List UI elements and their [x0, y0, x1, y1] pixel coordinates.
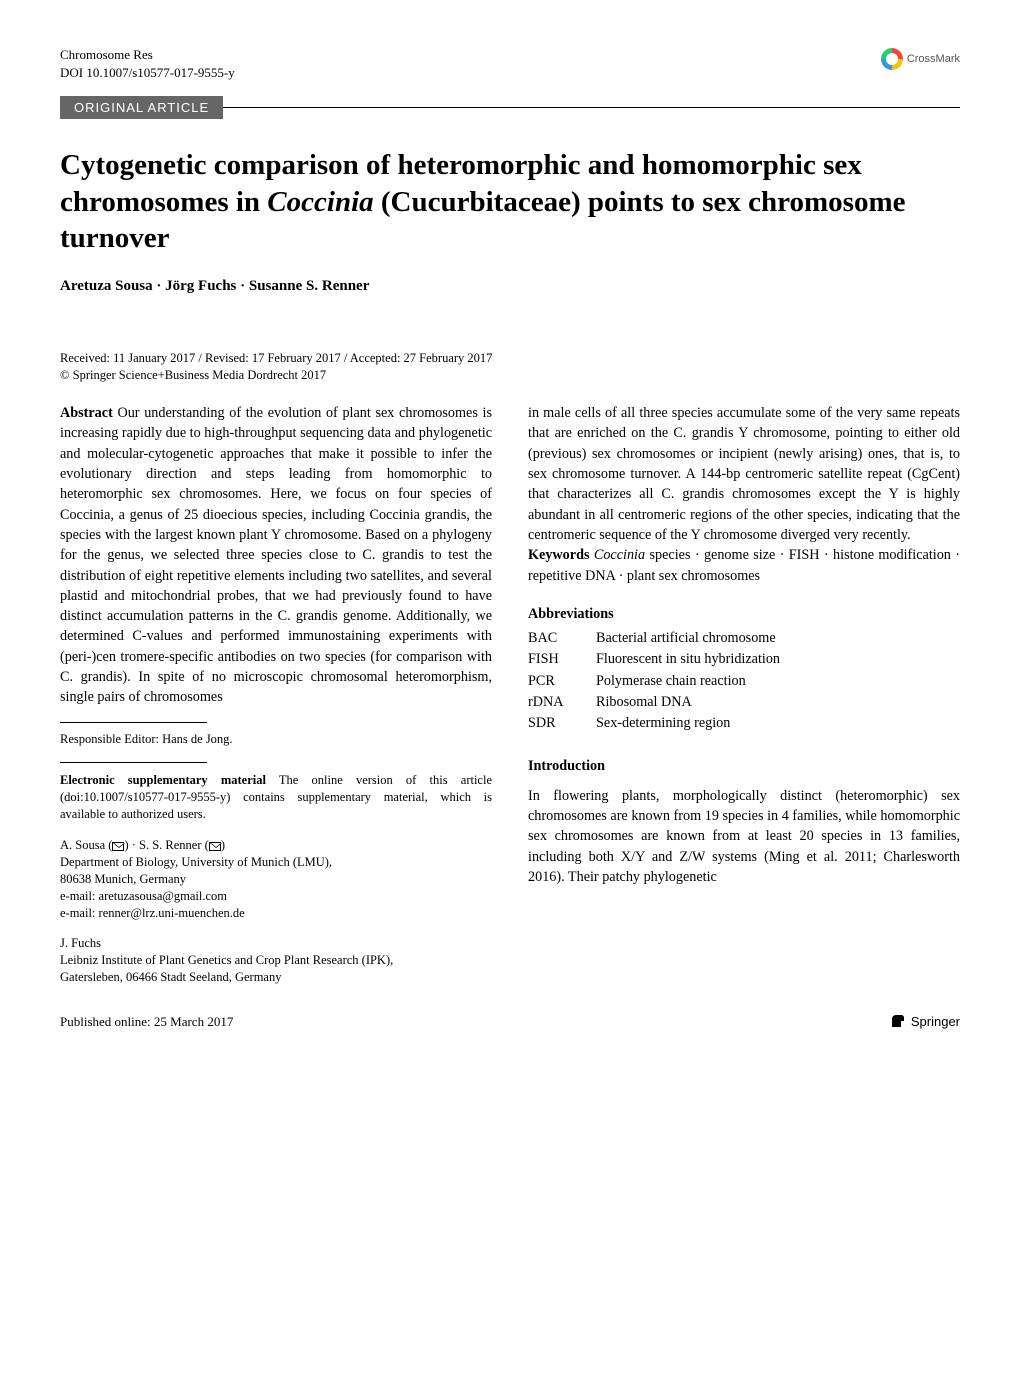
abbrev-row: BAC Bacterial artificial chromosome: [528, 628, 960, 648]
affil-email: e-mail: renner@lrz.uni-muenchen.de: [60, 905, 492, 922]
abbrev-val: Ribosomal DNA: [596, 692, 692, 712]
crossmark-icon: [881, 48, 903, 70]
affil-city: Gatersleben, 06466 Stadt Seeland, German…: [60, 969, 492, 986]
affiliation-block-1: A. Sousa () · S. S. Renner () Department…: [60, 837, 492, 921]
envelope-icon: [112, 842, 124, 851]
springer-label: Springer: [911, 1014, 960, 1029]
supp-label: Electronic supplementary material: [60, 773, 266, 787]
article-type-label: ORIGINAL ARTICLE: [60, 96, 223, 119]
introduction-label: Introduction: [528, 756, 960, 776]
abstract-label: Abstract: [60, 405, 113, 421]
envelope-icon: [209, 842, 221, 851]
abbrev-row: PCR Polymerase chain reaction: [528, 671, 960, 691]
title-italic: Coccinia: [267, 186, 373, 218]
left-column: Abstract Our understanding of the evolut…: [60, 403, 492, 986]
doi: DOI 10.1007/s10577-017-9555-y: [60, 64, 960, 82]
abbrev-key: BAC: [528, 628, 582, 648]
article-type-rule: [223, 107, 960, 108]
abstract-paragraph: Abstract Our understanding of the evolut…: [60, 403, 492, 707]
crossmark-label: CrossMark: [907, 53, 960, 65]
right-column: in male cells of all three species accum…: [528, 403, 960, 986]
springer-horse-icon: [889, 1012, 907, 1030]
abstract-body-left: Our understanding of the evolution of pl…: [60, 405, 492, 705]
affil-city: 80638 Munich, Germany: [60, 871, 492, 888]
abbrev-val: Bacterial artificial chromosome: [596, 628, 776, 648]
keywords-body: Coccinia species · genome size · FISH · …: [528, 547, 960, 583]
affil-dept: Leibniz Institute of Plant Genetics and …: [60, 952, 492, 969]
article-type-bar: ORIGINAL ARTICLE: [60, 96, 960, 119]
abbrev-row: FISH Fluorescent in situ hybridization: [528, 649, 960, 669]
springer-logo: Springer: [889, 1012, 960, 1030]
abbrev-row: rDNA Ribosomal DNA: [528, 692, 960, 712]
published-online: Published online: 25 March 2017: [60, 1014, 233, 1030]
affil-dept: Department of Biology, University of Mun…: [60, 854, 492, 871]
authors: Aretuza Sousa · Jörg Fuchs · Susanne S. …: [60, 278, 960, 295]
two-column-body: Abstract Our understanding of the evolut…: [60, 403, 960, 986]
affil-authors: J. Fuchs: [60, 935, 492, 952]
affil-authors: A. Sousa () · S. S. Renner (): [60, 837, 492, 854]
article-title: Cytogenetic comparison of heteromorphic …: [60, 147, 960, 256]
journal-name: Chromosome Res: [60, 46, 960, 64]
abbreviations-table: BACBacterial artificial chromosome FISHF…: [528, 628, 960, 733]
section-divider: [60, 722, 207, 723]
affiliation-block-2: J. Fuchs Leibniz Institute of Plant Gene…: [60, 935, 492, 986]
introduction-body: In flowering plants, morphologically dis…: [528, 786, 960, 887]
introduction-section: Introduction In flowering plants, morpho…: [528, 756, 960, 888]
abbrev-val: Polymerase chain reaction: [596, 671, 746, 691]
crossmark-badge[interactable]: CrossMark: [881, 48, 960, 70]
abstract-body-right: in male cells of all three species accum…: [528, 403, 960, 545]
abbrev-key: FISH: [528, 649, 582, 669]
article-dates: Received: 11 January 2017 / Revised: 17 …: [60, 351, 960, 366]
affil-email: e-mail: aretuzasousa@gmail.com: [60, 888, 492, 905]
abbrev-key: SDR: [528, 713, 582, 733]
abbrev-key: PCR: [528, 671, 582, 691]
copyright: © Springer Science+Business Media Dordre…: [60, 368, 960, 383]
abbrev-row: SDR Sex-determining region: [528, 713, 960, 733]
footer: Published online: 25 March 2017 Springer: [60, 1012, 960, 1030]
header-meta: Chromosome Res DOI 10.1007/s10577-017-95…: [60, 46, 960, 82]
keywords-block: Keywords Coccinia species · genome size …: [528, 545, 960, 586]
section-divider: [60, 762, 207, 763]
abbrev-val: Fluorescent in situ hybridization: [596, 649, 780, 669]
keywords-label: Keywords: [528, 547, 589, 563]
abbrev-val: Sex-determining region: [596, 713, 730, 733]
responsible-editor: Responsible Editor: Hans de Jong.: [60, 731, 492, 749]
supplementary-material: Electronic supplementary material The on…: [60, 772, 492, 823]
abbrev-key: rDNA: [528, 692, 582, 712]
abbreviations-label: Abbreviations: [528, 604, 960, 624]
